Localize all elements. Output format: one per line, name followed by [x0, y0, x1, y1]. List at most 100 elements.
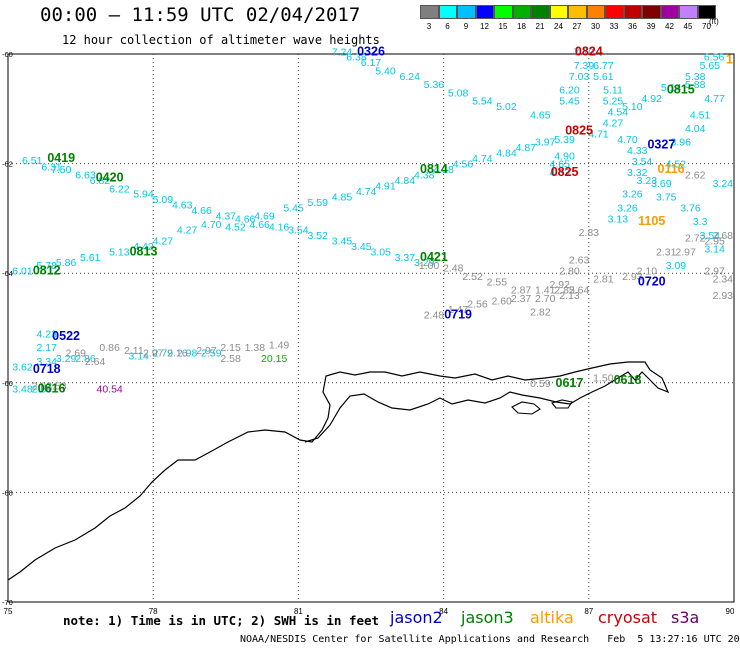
wave-height-value: 5.61: [80, 252, 101, 264]
lon-tick-label: 90: [726, 607, 735, 616]
wave-height-value: 2.55: [487, 276, 508, 288]
wave-height-value: 6.24: [400, 71, 421, 83]
wave-height-value: 5.45: [559, 96, 580, 108]
wave-height-value: 4.52: [666, 159, 687, 171]
wave-height-value: 4.92: [642, 93, 663, 105]
color-scale-swatch: [660, 5, 679, 19]
wave-height-value: 2.82: [530, 307, 551, 319]
color-scale-swatch: [697, 5, 716, 19]
wave-height-value: 7.39: [574, 60, 595, 72]
wave-height-value: 5.36: [424, 79, 445, 91]
wave-height-value: 3.52: [308, 230, 329, 242]
lat-tick-label: -68: [2, 488, 13, 497]
color-scale-swatch: [531, 5, 550, 19]
wave-height-value: 5.94: [133, 189, 154, 201]
color-scale-swatch: [475, 5, 494, 19]
wave-height-value: 4.69: [254, 211, 275, 223]
lat-tick-label: -66: [2, 379, 13, 388]
wave-height-value: 5.10: [622, 101, 643, 113]
observations: 6.516.317.50 6.636.826.22 5.945.094.634.66…: [12, 44, 733, 395]
wave-height-value: 6.17: [361, 57, 382, 69]
wave-height-value: 6.20: [559, 85, 580, 97]
color-scale-swatch: [438, 5, 457, 19]
wave-height-value: 2.80: [559, 265, 580, 277]
wave-height-value: 2.48: [443, 263, 464, 275]
wave-height-value: 4.16: [269, 222, 290, 234]
wave-height-value: 2.62: [685, 170, 706, 182]
wave-height-value: 4.66: [249, 219, 270, 231]
wave-height-value: 6.22: [109, 183, 130, 195]
pass-time-label: 0618: [614, 373, 642, 387]
wave-height-value: 6.82: [90, 175, 111, 187]
wave-height-value: 3.34: [37, 356, 58, 368]
wave-height-value: 5.39: [554, 134, 575, 146]
wave-height-value: 2.85: [554, 285, 575, 297]
wave-height-value: 3.62: [12, 361, 33, 373]
wave-height-value: 20.15: [261, 353, 287, 365]
wave-height-value: 4.70: [617, 134, 638, 146]
pass-time-label: 0824: [575, 44, 603, 58]
pass-time-label: 0825: [565, 124, 593, 138]
wave-height-value: 2.16: [167, 348, 188, 360]
pass-time-label: 0616: [38, 381, 66, 395]
color-scale: 3 6 9 12 15 18 21 24 27 30 33 36 39 42 45 70: [420, 5, 716, 31]
pass-time-label: 0814: [420, 162, 448, 176]
wave-height-value: 2.92: [32, 381, 53, 393]
wave-height-value: 4.66: [191, 205, 212, 217]
color-scale-label: 70: [702, 22, 711, 31]
color-scale-label: 45: [683, 22, 693, 31]
wave-height-value: 6.01: [12, 265, 33, 277]
wave-height-value: 2.83: [579, 227, 600, 239]
wave-height-value: 5.54: [472, 96, 493, 108]
wave-height-value: 3.76: [680, 202, 701, 214]
wave-height-value: 2.80: [32, 383, 53, 395]
wave-height-value: 5.13: [109, 246, 130, 258]
wave-height-value: 4.70: [201, 219, 222, 231]
wave-height-value: 3.32: [627, 167, 648, 179]
wave-height-value: 4.65: [550, 159, 571, 171]
wave-height-value: 4.65: [530, 109, 551, 121]
color-scale-swatch: [642, 5, 661, 19]
wave-height-value: 4.04: [685, 123, 706, 135]
wave-height-value: 6.56: [704, 52, 725, 64]
color-scale-label: 36: [628, 22, 637, 31]
wave-height-value: 4.71: [588, 128, 609, 140]
wave-height-value: 3.45: [332, 235, 353, 247]
wave-height-value: 2.68: [713, 230, 734, 242]
color-scale-label: 12: [480, 22, 489, 31]
wave-height-value: 4.38: [414, 170, 435, 182]
color-scale-label: 24: [554, 22, 563, 31]
wave-height-value: 2.58: [220, 353, 241, 365]
wave-height-value: 2.69: [66, 348, 87, 360]
lat-tick-label: -64: [2, 269, 13, 278]
wave-height-value: 0.59: [530, 378, 551, 390]
wave-height-value: 3.97: [535, 137, 556, 149]
wave-height-value: 1.49: [269, 339, 290, 351]
chart-title: 00:00 – 11:59 UTC 02/04/2017: [40, 4, 361, 26]
wave-height-value: 3.3: [693, 216, 708, 228]
wave-height-value: 1.41: [535, 285, 556, 297]
wave-height-value: 6.51: [22, 155, 43, 167]
pass-time-label: 0815: [667, 83, 695, 97]
map-frame: [7, 53, 735, 603]
color-scale-label: 27: [572, 22, 582, 31]
wave-height-value: 2.97: [704, 265, 725, 277]
wave-height-value: 6.63: [75, 170, 96, 182]
wave-height-value: 5.25: [603, 96, 624, 108]
pass-time-label: 0825: [551, 165, 579, 179]
wave-height-value: 5.86: [56, 257, 77, 269]
wave-height-value: 3.29: [56, 353, 77, 365]
wave-height-value: 4.74: [356, 186, 377, 198]
wave-height-value: 2.31: [656, 246, 677, 258]
wave-height-value: 5.08: [448, 87, 469, 99]
wave-height-value: 6.31: [41, 161, 62, 173]
wave-height-value: 4.74: [472, 153, 493, 165]
color-scale-swatches: [420, 5, 716, 19]
wave-height-value: 3.29: [414, 257, 435, 269]
color-scale-label: 33: [609, 22, 619, 31]
wave-height-value: 5.02: [496, 101, 517, 113]
pass-time-label: 0326: [357, 44, 385, 58]
wave-height-value: 1.00: [419, 260, 440, 272]
wave-height-value: 3.48: [12, 383, 33, 395]
wave-height-value: 5.14: [661, 82, 682, 94]
